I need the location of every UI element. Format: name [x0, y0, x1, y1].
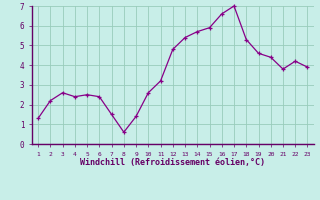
X-axis label: Windchill (Refroidissement éolien,°C): Windchill (Refroidissement éolien,°C) — [80, 158, 265, 167]
